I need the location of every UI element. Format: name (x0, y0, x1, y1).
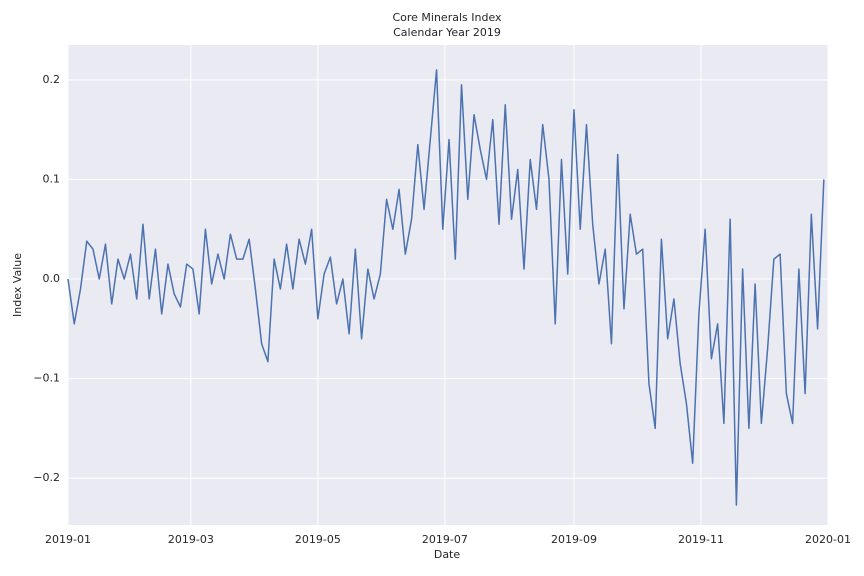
line (67, 69, 825, 506)
x-axis-label: Date (434, 548, 461, 561)
plot-background (68, 45, 828, 525)
y-tick-label: 0.2 (43, 73, 61, 86)
x-tick-label: 2020-01 (805, 533, 851, 546)
x-tick-label: 2019-11 (678, 533, 724, 546)
chart-title: Core Minerals Index (392, 11, 502, 24)
chart-subtitle: Calendar Year 2019 (393, 26, 501, 39)
x-tick-label: 2019-07 (422, 533, 468, 546)
x-tick-label: 2019-03 (168, 533, 214, 546)
y-tick-label: 0.1 (43, 172, 61, 185)
x-tick-label: 2019-09 (551, 533, 597, 546)
y-tick-label: −0.1 (33, 372, 60, 385)
y-axis-label: Index Value (11, 253, 24, 317)
y-tick-label: −0.2 (33, 471, 60, 484)
x-tick-label: 2019-05 (295, 533, 341, 546)
y-tick-label: 0.0 (43, 272, 61, 285)
x-tick-label: 2019-01 (45, 533, 91, 546)
